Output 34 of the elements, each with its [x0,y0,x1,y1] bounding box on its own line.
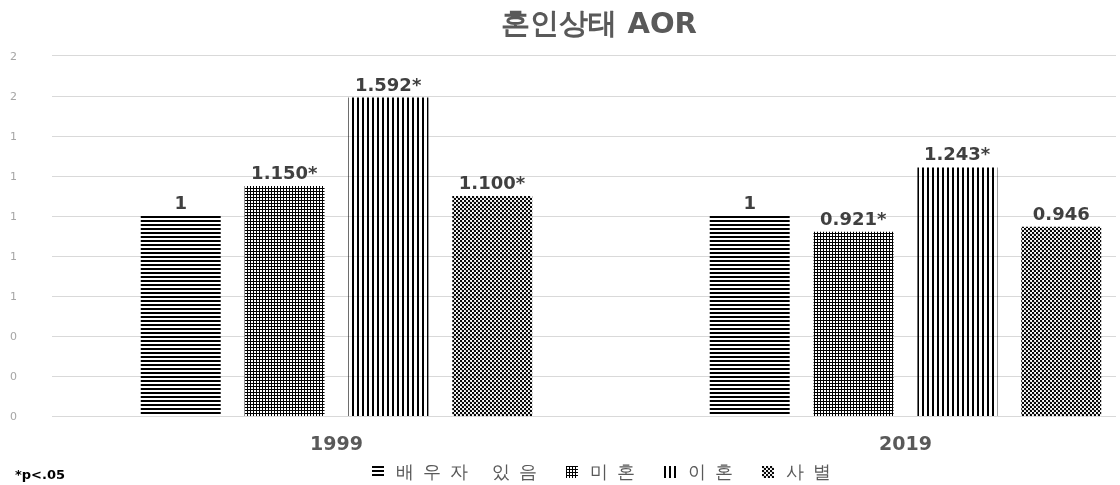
bar [452,196,533,416]
data-label: 1 [743,192,756,213]
y-tick-label: 0 [10,329,17,343]
data-label: 1.150* [251,162,319,183]
data-label: 1.243* [923,143,991,165]
bar [917,167,998,416]
bar [709,216,790,416]
y-tick-label: 0 [10,369,17,383]
bar [244,186,325,416]
y-tick-label: 1 [10,209,17,223]
bar [813,231,894,416]
y-tick-label: 2 [10,49,17,63]
data-label: 0.921* [820,207,888,229]
legend-label: 미혼 [589,460,644,484]
legend-label: 이혼 [687,460,742,484]
y-tick-label: 0 [10,409,17,423]
data-label: 1 [174,192,187,213]
y-tick-label: 2 [10,89,17,103]
x-tick-label: 2019 [879,431,932,454]
text: *p<.05 [15,467,66,482]
legend-label: 배우자 있음 [396,460,546,484]
x-tick-label: 1999 [310,431,363,454]
y-tick-label: 1 [10,289,17,303]
y-tick-label: 1 [10,249,17,263]
bar [140,216,221,416]
legend-label: 사별 [785,460,840,484]
y-tick-label: 1 [10,169,17,183]
chart-title: 혼인상태 AOR [501,6,697,41]
data-label: 1.100* [458,172,526,193]
data-label: 0.946 [1032,202,1090,224]
bar [348,97,429,416]
data-label: 1.592* [354,73,422,95]
bar [1021,226,1102,416]
y-tick-label: 1 [10,129,17,143]
